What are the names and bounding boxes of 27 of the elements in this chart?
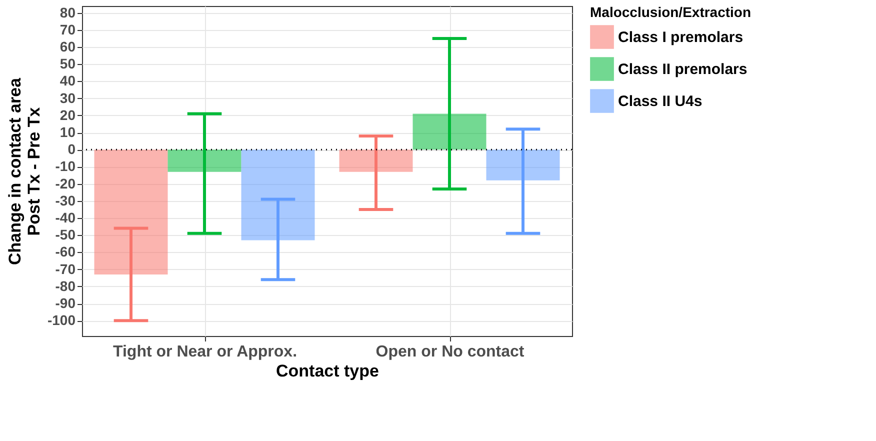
y-tick-label: -10 xyxy=(55,158,76,174)
x-axis-title: Contact type xyxy=(276,362,379,380)
y-tick-label: 60 xyxy=(60,38,76,55)
y-axis-title: Change in contact area Post Tx - Pre Tx xyxy=(5,77,44,266)
y-tick-label: -70 xyxy=(55,260,76,277)
y-tick-label: -50 xyxy=(55,226,76,243)
y-tick-label: -80 xyxy=(55,278,76,294)
y-tick-label: -30 xyxy=(55,192,76,208)
y-tick-label: 40 xyxy=(60,72,76,89)
y-tick-label: 0 xyxy=(68,141,76,158)
y-tick-label: -20 xyxy=(55,175,76,192)
legend-label: Class II premolars xyxy=(618,61,748,78)
x-tick-label: Open or No contact xyxy=(376,344,525,360)
y-tick-label: 20 xyxy=(60,106,76,123)
x-tick-label: Tight or Near or Approx. xyxy=(112,344,298,360)
y-tick-label: 50 xyxy=(60,56,76,72)
y-tick-label: -100 xyxy=(47,312,76,328)
y-tick-label: -40 xyxy=(55,210,76,226)
legend-label: Class I premolars xyxy=(618,29,744,46)
y-tick-label: -90 xyxy=(55,295,76,312)
legend-title: Malocclusion/Extraction xyxy=(590,4,752,20)
y-tick-label: 70 xyxy=(60,21,76,38)
y-tick-label: 30 xyxy=(60,90,76,106)
y-tick-label: -60 xyxy=(55,244,76,260)
legend-label: Class II U4s xyxy=(618,93,702,110)
y-tick-label: 80 xyxy=(60,4,76,20)
y-tick-label: 10 xyxy=(60,124,76,140)
